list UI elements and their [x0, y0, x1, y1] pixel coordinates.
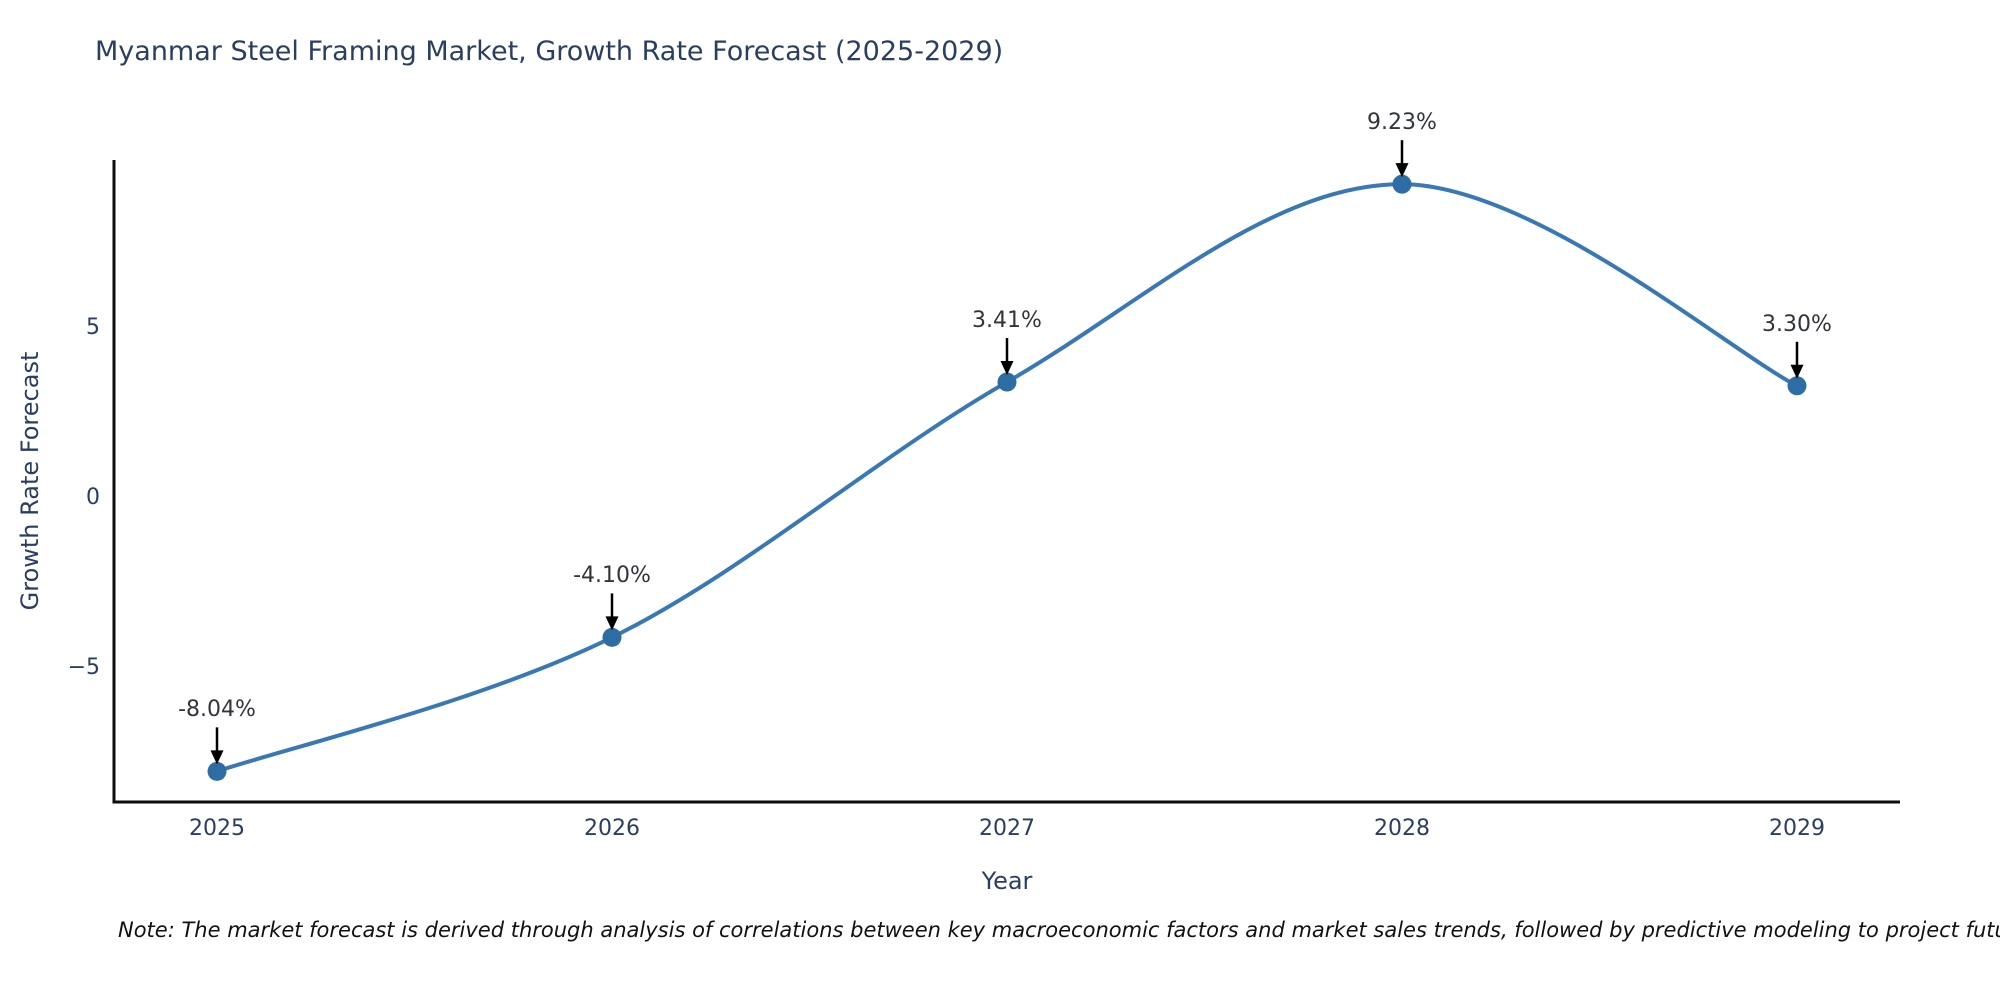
x-tick-label: 2025 [189, 816, 245, 841]
point-value-label: 3.41% [972, 308, 1042, 334]
data-point-marker [602, 627, 622, 647]
annotation-arrow-head [1790, 364, 1804, 379]
y-tick-label: 5 [86, 315, 100, 340]
annotation-arrow-head [605, 616, 619, 631]
x-axis-title: Year [981, 867, 1033, 895]
point-value-label: -8.04% [178, 697, 256, 723]
y-axis-title: Growth Rate Forecast [16, 351, 44, 611]
point-value-label: -4.10% [573, 563, 651, 589]
data-point-marker [997, 372, 1017, 392]
x-tick-label: 2027 [979, 816, 1035, 841]
y-tick-label: −5 [67, 655, 100, 680]
data-point-marker [1392, 174, 1412, 194]
annotation-arrow-head [1395, 163, 1409, 178]
data-point-marker [207, 761, 227, 781]
annotation-arrow-head [210, 750, 224, 765]
forecast-line [215, 182, 1799, 774]
x-tick-label: 2026 [584, 816, 640, 841]
chart-title: Myanmar Steel Framing Market, Growth Rat… [95, 36, 1004, 67]
x-tick-label: 2029 [1769, 816, 1825, 841]
point-value-label: 3.30% [1762, 311, 1832, 337]
annotation-arrow-head [1000, 361, 1014, 376]
x-tick-label: 2028 [1374, 816, 1430, 841]
footnote: Note: The market forecast is derived thr… [118, 918, 2000, 942]
data-point-marker [1787, 376, 1807, 396]
y-tick-label: 0 [86, 485, 100, 510]
point-value-label: 9.23% [1367, 110, 1437, 136]
